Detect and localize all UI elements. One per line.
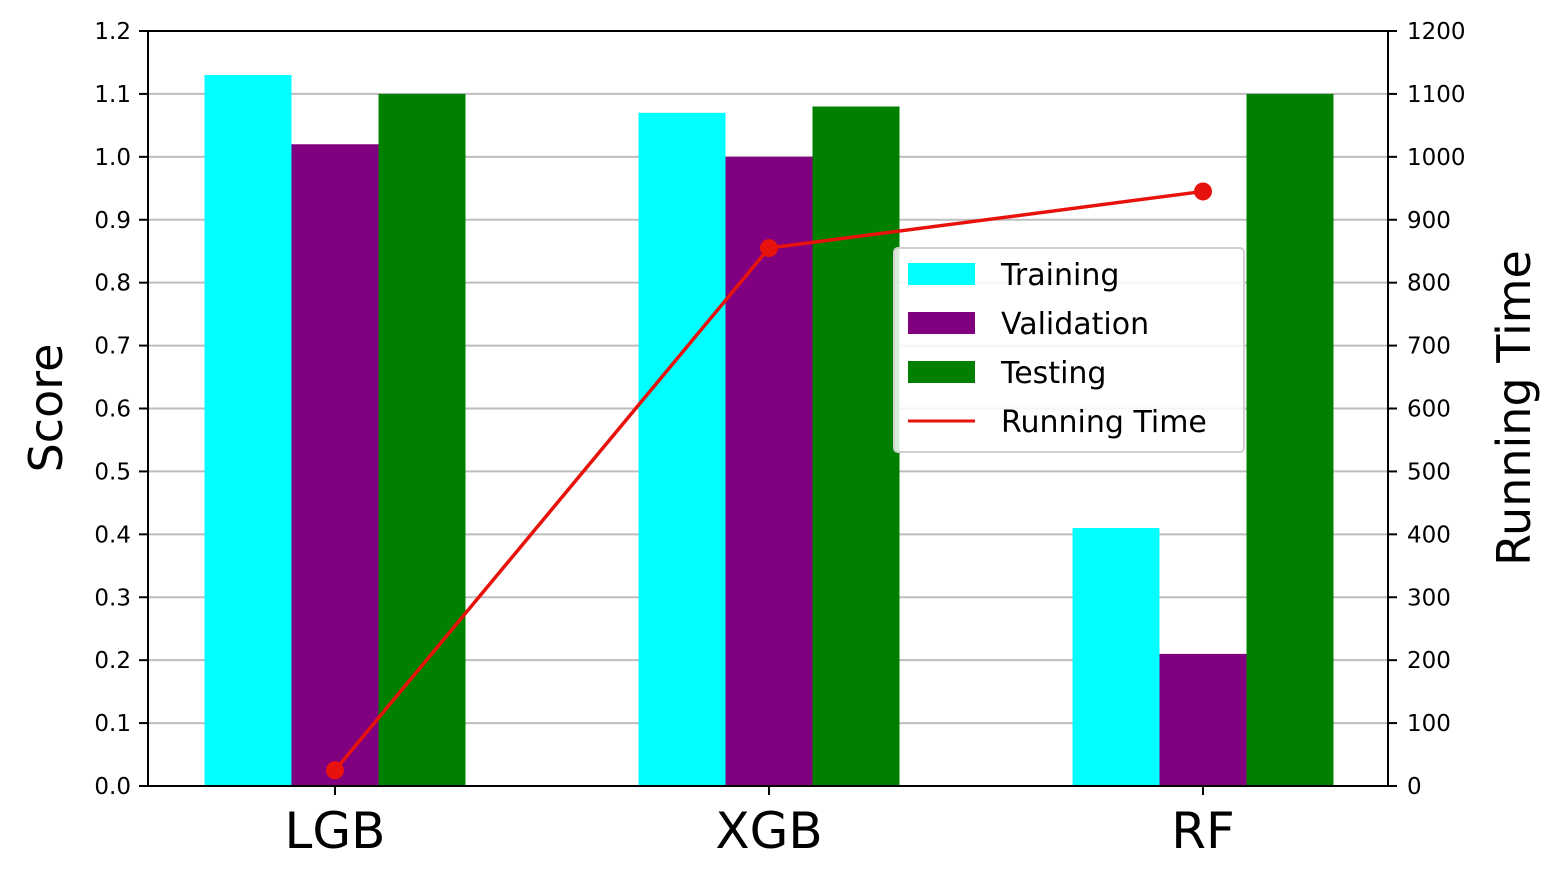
y2-tick-label: 500 <box>1407 459 1451 485</box>
y-tick-label: 0.3 <box>94 585 131 611</box>
legend-label-training: Training <box>1000 258 1119 293</box>
running-time-point <box>326 761 344 780</box>
y2-tick-label: 1200 <box>1407 19 1466 45</box>
axes: 0.0 0.1 0.2 0.3 0.4 0.5 0.6 0.7 0.8 0.9 1.0 1.1 1.2 0… <box>94 19 1465 860</box>
y2-tick-label: 300 <box>1407 585 1451 611</box>
y-tick-label: 1.1 <box>94 82 131 108</box>
bar-validation <box>291 144 379 786</box>
running-time-point <box>1194 182 1212 201</box>
bars <box>204 75 1334 787</box>
legend-swatch-validation <box>908 312 975 334</box>
legend-swatch-training <box>908 263 975 285</box>
bar-validation <box>1159 653 1247 786</box>
bar-training <box>204 75 292 786</box>
legend-label-testing: Testing <box>1000 356 1106 391</box>
x-tick-label: LGB <box>285 802 386 860</box>
y2-tick-label: 800 <box>1407 271 1451 297</box>
x-tick-label: RF <box>1171 802 1235 860</box>
y2-tick-label: 400 <box>1407 522 1451 548</box>
y2-tick-label: 1000 <box>1407 145 1466 171</box>
running-time-line-layer <box>326 182 1212 780</box>
running-time-point <box>760 239 778 258</box>
y2-tick-label: 600 <box>1407 397 1451 423</box>
y2-tick-label: 900 <box>1407 208 1451 234</box>
y-tick-label: 0.1 <box>94 711 131 737</box>
legend-label-validation: Validation <box>1001 307 1149 342</box>
bar-testing <box>378 93 466 786</box>
bar-validation <box>725 156 813 787</box>
y-tick-label: 0.4 <box>94 522 131 548</box>
y-tick-label: 0.9 <box>94 208 131 234</box>
bar-testing <box>1246 93 1334 786</box>
y-tick-label: 0.5 <box>94 459 131 485</box>
x-tick-label: XGB <box>715 802 822 860</box>
y2-tick-label: 0 <box>1407 774 1422 800</box>
bar-testing <box>812 106 900 786</box>
legend-label-running-time: Running Time <box>1001 405 1207 440</box>
y2-tick-label: 1100 <box>1407 82 1466 108</box>
legend-frame <box>893 247 1245 453</box>
y-tick-label: 1.0 <box>94 145 131 171</box>
y-tick-label: 0.7 <box>94 334 131 360</box>
y-tick-label: 0.0 <box>94 774 131 800</box>
legend: Training Validation Testing Running Time <box>893 247 1245 453</box>
y2-tick-label: 700 <box>1407 334 1451 360</box>
y2-tick-label: 100 <box>1407 711 1451 737</box>
y-axis-label: Score <box>19 344 73 473</box>
y2-axis-label: Running Time <box>1487 250 1541 566</box>
y-tick-label: 0.2 <box>94 648 131 674</box>
y-tick-label: 1.2 <box>94 19 131 45</box>
bar-training <box>1072 528 1160 786</box>
y-tick-label: 0.6 <box>94 397 131 423</box>
y-tick-label: 0.8 <box>94 271 131 297</box>
legend-swatch-testing <box>908 361 975 383</box>
y2-tick-label: 200 <box>1407 648 1451 674</box>
bar-training <box>638 112 726 786</box>
